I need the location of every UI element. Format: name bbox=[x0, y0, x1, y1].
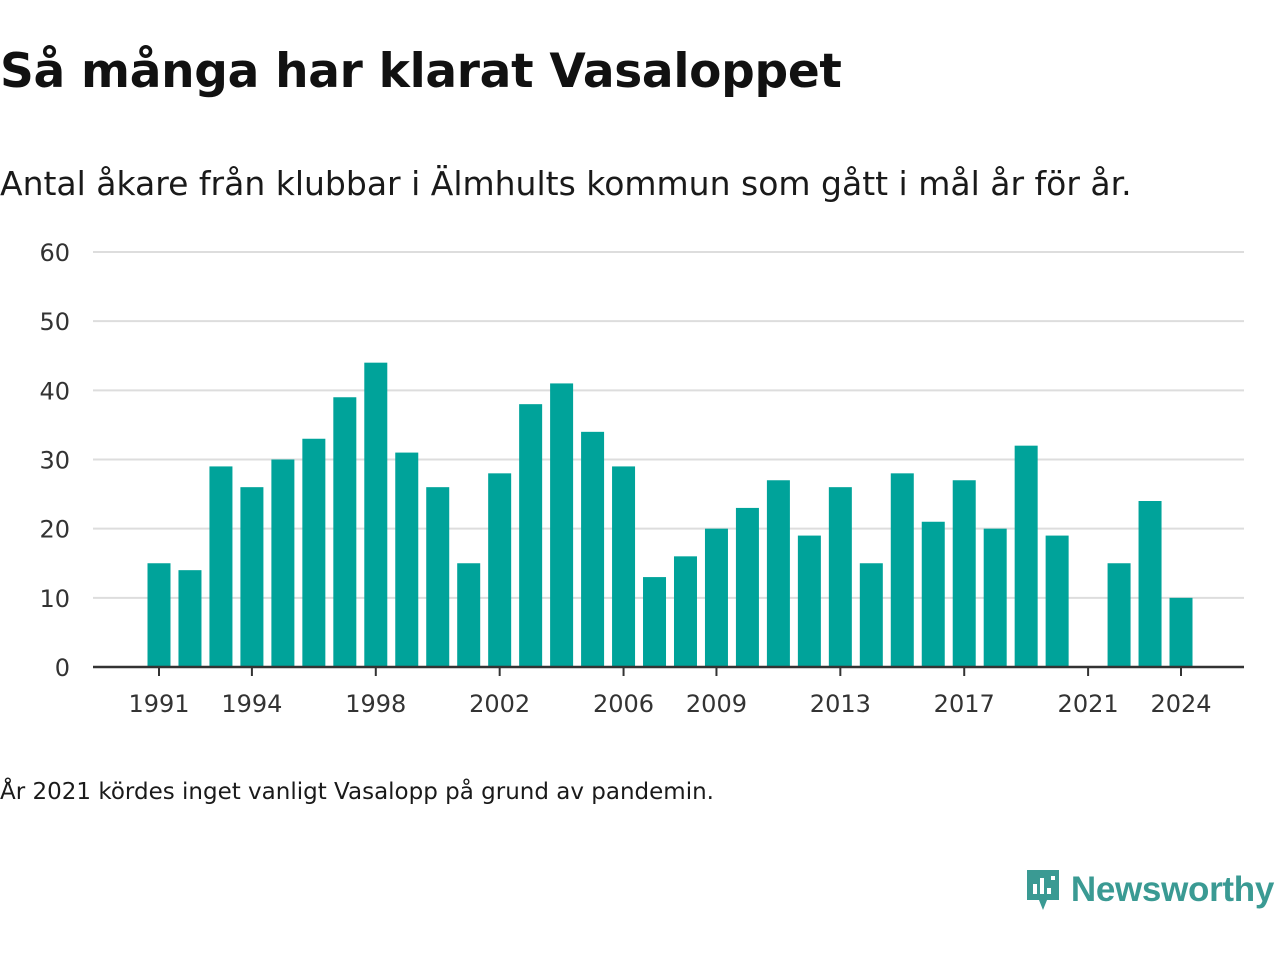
bar-1991 bbox=[147, 563, 171, 667]
bar-2022 bbox=[1107, 563, 1131, 667]
y-tick-label: 40 bbox=[39, 377, 70, 405]
y-tick-label: 30 bbox=[39, 447, 70, 475]
bar-2016 bbox=[921, 521, 945, 667]
bar-2003 bbox=[519, 404, 543, 667]
bar-2012 bbox=[797, 535, 821, 667]
x-tick-label: 2002 bbox=[469, 690, 530, 718]
x-tick-label: 1991 bbox=[128, 690, 189, 718]
bar-chart: 0 10 20 30 40 50 60 1991 1994 1998 2002 2006 2009 201… bbox=[39, 239, 1244, 718]
x-tick-label: 2017 bbox=[934, 690, 995, 718]
bar-1999 bbox=[395, 452, 419, 667]
bar-2000 bbox=[426, 487, 450, 667]
bar-1996 bbox=[302, 438, 326, 667]
y-tick-label: 50 bbox=[39, 308, 70, 336]
x-tick-label: 2006 bbox=[593, 690, 654, 718]
x-tick-label: 2013 bbox=[810, 690, 871, 718]
x-tick-label: 2021 bbox=[1058, 690, 1119, 718]
bar-2007 bbox=[643, 577, 667, 667]
y-tick-label: 10 bbox=[39, 585, 70, 613]
bar-1993 bbox=[209, 466, 233, 667]
bar-2011 bbox=[766, 480, 790, 667]
bar-2014 bbox=[859, 563, 883, 667]
bar-2015 bbox=[890, 473, 914, 667]
bar-1998 bbox=[364, 362, 388, 667]
bar-2018 bbox=[983, 528, 1007, 667]
brand: Newsworthy bbox=[1023, 866, 1274, 914]
newsworthy-logo-icon bbox=[1026, 870, 1059, 910]
bar-2020 bbox=[1045, 535, 1069, 667]
bar-2009 bbox=[704, 528, 728, 667]
bar-1997 bbox=[333, 397, 357, 667]
bar-2024 bbox=[1169, 597, 1193, 667]
bar-2006 bbox=[612, 466, 636, 667]
footnote: År 2021 kördes inget vanligt Vasalopp på… bbox=[0, 779, 714, 805]
x-tick-label: 1998 bbox=[345, 690, 406, 718]
chart-title: Så många har klarat Vasaloppet bbox=[0, 44, 842, 99]
bar-1995 bbox=[271, 459, 295, 667]
bar-2017 bbox=[952, 480, 976, 667]
x-tick-label: 1994 bbox=[221, 690, 282, 718]
bar-1992 bbox=[178, 570, 202, 667]
bar-2002 bbox=[488, 473, 512, 667]
x-tick-label: 2024 bbox=[1150, 690, 1211, 718]
bar-2008 bbox=[673, 556, 697, 667]
bar-2001 bbox=[457, 563, 481, 667]
x-tick-label: 2009 bbox=[686, 690, 747, 718]
y-tick-label: 0 bbox=[55, 654, 70, 682]
chart-subtitle: Antal åkare från klubbar i Älmhults komm… bbox=[0, 164, 1132, 203]
bar-2013 bbox=[828, 487, 852, 667]
bar-2023 bbox=[1138, 501, 1162, 667]
y-tick-label: 60 bbox=[39, 239, 70, 267]
brand-name: Newsworthy bbox=[1070, 870, 1274, 909]
bar-2019 bbox=[1014, 445, 1038, 667]
bar-2010 bbox=[735, 507, 759, 667]
y-tick-label: 20 bbox=[39, 516, 70, 544]
bar-1994 bbox=[240, 487, 264, 667]
bar-2005 bbox=[581, 431, 605, 667]
bar-2004 bbox=[550, 383, 574, 667]
